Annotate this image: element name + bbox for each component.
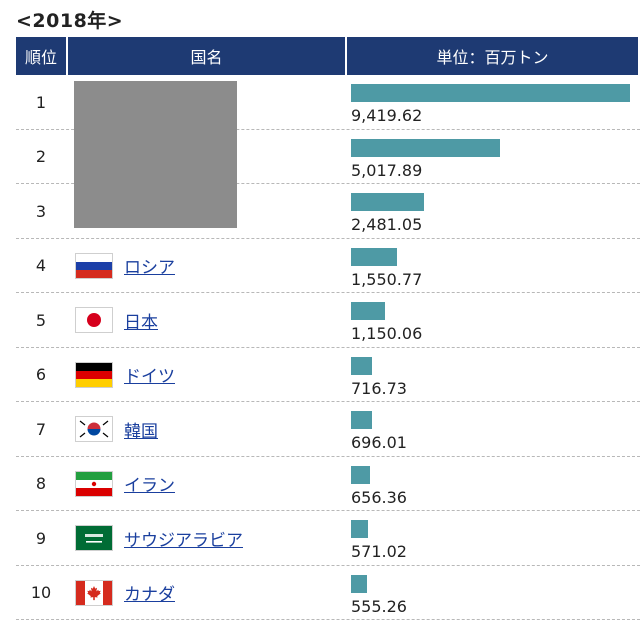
rank-number: 1 <box>16 75 66 129</box>
table-row: 4 ロシア 1,550.77 <box>16 239 640 294</box>
country-link[interactable]: 韓国 <box>124 402 158 456</box>
japan-flag-icon <box>75 307 113 333</box>
bar <box>351 520 368 538</box>
table-row: 7 韓国 696.01 <box>16 402 640 457</box>
rank-number: 7 <box>16 402 66 456</box>
bar <box>351 139 500 157</box>
value-label: 5,017.89 <box>351 161 422 180</box>
saudi-arabia-flag-icon <box>75 525 113 551</box>
table-row: 6 ドイツ 716.73 <box>16 348 640 403</box>
header-country: 国名 <box>68 37 345 75</box>
canada-flag-icon <box>75 580 113 606</box>
country-link[interactable]: カナダ <box>124 566 175 620</box>
table-row: 10 カナダ 555.26 <box>16 566 640 620</box>
value-label: 555.26 <box>351 597 407 616</box>
country-link[interactable]: サウジアラビア <box>124 511 243 565</box>
bar <box>351 248 397 266</box>
rank-number: 9 <box>16 511 66 565</box>
value-label: 696.01 <box>351 433 407 452</box>
table-row: 8 イラン 656.36 <box>16 457 640 512</box>
bar <box>351 466 370 484</box>
table-row: 5 日本 1,150.06 <box>16 293 640 348</box>
country-link[interactable]: ロシア <box>124 239 175 293</box>
redacted-block <box>74 81 237 228</box>
bar <box>351 357 372 375</box>
header-rank: 順位 <box>16 37 66 75</box>
chart-caption: <2018年> <box>16 6 123 33</box>
rank-number: 8 <box>16 457 66 511</box>
bar <box>351 302 385 320</box>
bar <box>351 84 630 102</box>
rank-number: 3 <box>16 184 66 238</box>
header-unit: 単位：百万トン <box>347 37 638 75</box>
value-label: 1,550.77 <box>351 270 422 289</box>
russia-flag-icon <box>75 253 113 279</box>
value-label: 716.73 <box>351 379 407 398</box>
value-label: 2,481.05 <box>351 215 422 234</box>
rank-number: 4 <box>16 239 66 293</box>
iran-flag-icon <box>75 471 113 497</box>
rank-number: 6 <box>16 348 66 402</box>
value-label: 9,419.62 <box>351 106 422 125</box>
value-label: 1,150.06 <box>351 324 422 343</box>
value-label: 656.36 <box>351 488 407 507</box>
country-link[interactable]: イラン <box>124 457 175 511</box>
bar <box>351 411 372 429</box>
country-link[interactable]: 日本 <box>124 293 158 347</box>
rank-number: 10 <box>16 566 66 620</box>
germany-flag-icon <box>75 362 113 388</box>
value-label: 571.02 <box>351 542 407 561</box>
bar <box>351 193 424 211</box>
bar <box>351 575 367 593</box>
korea-flag-icon <box>75 416 113 442</box>
table-row: 9 サウジアラビア 571.02 <box>16 511 640 566</box>
rank-number: 5 <box>16 293 66 347</box>
rank-number: 2 <box>16 130 66 184</box>
country-link[interactable]: ドイツ <box>124 348 175 402</box>
table-header: 順位 国名 単位：百万トン <box>16 37 640 75</box>
